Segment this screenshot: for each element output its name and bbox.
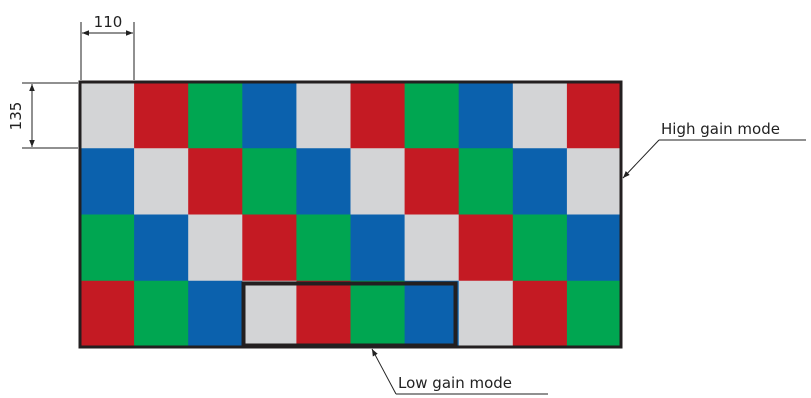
green-pixel bbox=[188, 82, 243, 149]
red-pixel bbox=[404, 148, 460, 216]
blue-pixel bbox=[188, 280, 243, 348]
high-gain-label: High gain mode bbox=[661, 120, 780, 138]
blue-pixel bbox=[512, 148, 568, 216]
width-dimension: 110 bbox=[80, 13, 135, 80]
height-label: 135 bbox=[7, 102, 25, 131]
blue-pixel bbox=[296, 148, 352, 216]
white-pixel bbox=[512, 82, 568, 149]
green-pixel bbox=[458, 148, 514, 216]
white-pixel bbox=[188, 214, 243, 282]
green-pixel bbox=[242, 148, 297, 216]
white-pixel bbox=[404, 214, 460, 282]
high-gain-callout: High gain mode bbox=[622, 120, 806, 179]
green-pixel bbox=[512, 214, 568, 282]
blue-pixel bbox=[566, 214, 622, 282]
white-pixel bbox=[296, 82, 352, 149]
red-pixel bbox=[512, 280, 568, 348]
green-pixel bbox=[350, 280, 406, 348]
width-label: 110 bbox=[94, 13, 123, 31]
white-pixel bbox=[80, 82, 135, 149]
red-pixel bbox=[296, 280, 352, 348]
low-gain-label: Low gain mode bbox=[398, 374, 512, 392]
pixel-grid bbox=[80, 82, 622, 348]
blue-pixel bbox=[350, 214, 406, 282]
blue-pixel bbox=[134, 214, 189, 282]
red-pixel bbox=[242, 214, 297, 282]
white-pixel bbox=[134, 148, 189, 216]
white-pixel bbox=[458, 280, 514, 348]
green-pixel bbox=[296, 214, 352, 282]
height-dimension: 135 bbox=[7, 82, 78, 149]
red-pixel bbox=[566, 82, 622, 149]
red-pixel bbox=[134, 82, 189, 149]
low-gain-callout: Low gain mode bbox=[371, 348, 548, 395]
white-pixel bbox=[566, 148, 622, 216]
low-gain-outline bbox=[241, 281, 458, 348]
green-pixel bbox=[134, 280, 189, 348]
blue-pixel bbox=[404, 280, 460, 348]
red-pixel bbox=[458, 214, 514, 282]
red-pixel bbox=[188, 148, 243, 216]
green-pixel bbox=[80, 214, 135, 282]
white-pixel bbox=[350, 148, 406, 216]
blue-pixel bbox=[80, 148, 135, 216]
red-pixel bbox=[350, 82, 406, 149]
blue-pixel bbox=[242, 82, 297, 149]
green-pixel bbox=[404, 82, 460, 149]
green-pixel bbox=[566, 280, 622, 348]
red-pixel bbox=[80, 280, 135, 348]
white-pixel bbox=[242, 280, 297, 348]
blue-pixel bbox=[458, 82, 514, 149]
